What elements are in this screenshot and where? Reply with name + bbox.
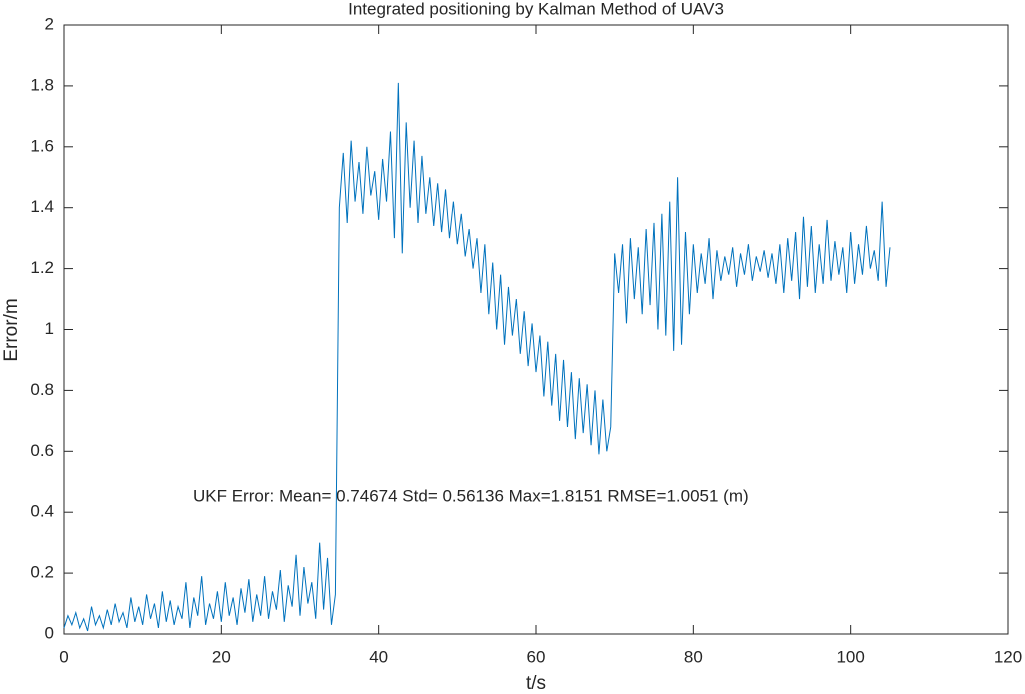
x-tick-label: 40 xyxy=(369,647,388,666)
y-tick-label: 1.4 xyxy=(30,197,54,216)
x-axis-label: t/s xyxy=(526,673,546,694)
x-tick-label: 80 xyxy=(684,647,703,666)
y-axis-label: Error/m xyxy=(1,298,22,361)
y-tick-label: 1 xyxy=(45,319,54,338)
y-tick-label: 1.8 xyxy=(30,75,54,94)
error-line xyxy=(63,82,891,632)
y-tick-label: 1.2 xyxy=(30,258,54,277)
chart-title: Integrated positioning by Kalman Method … xyxy=(348,0,724,18)
x-tick-label: 20 xyxy=(212,647,231,666)
x-tick-label: 60 xyxy=(527,647,546,666)
y-tick-label: 0.6 xyxy=(30,441,54,460)
y-tick-label: 2 xyxy=(45,14,54,33)
x-tick-label: 120 xyxy=(994,647,1022,666)
y-tick-label: 0.4 xyxy=(30,502,54,521)
y-tick-label: 0.2 xyxy=(30,563,54,582)
x-tick-label: 0 xyxy=(59,647,68,666)
x-tick-label: 100 xyxy=(836,647,864,666)
y-tick-label: 1.6 xyxy=(30,136,54,155)
annotation: UKF Error: Mean= 0.74674 Std= 0.56136 Ma… xyxy=(193,486,749,505)
y-tick-label: 0 xyxy=(45,623,54,642)
y-tick-label: 0.8 xyxy=(30,380,54,399)
